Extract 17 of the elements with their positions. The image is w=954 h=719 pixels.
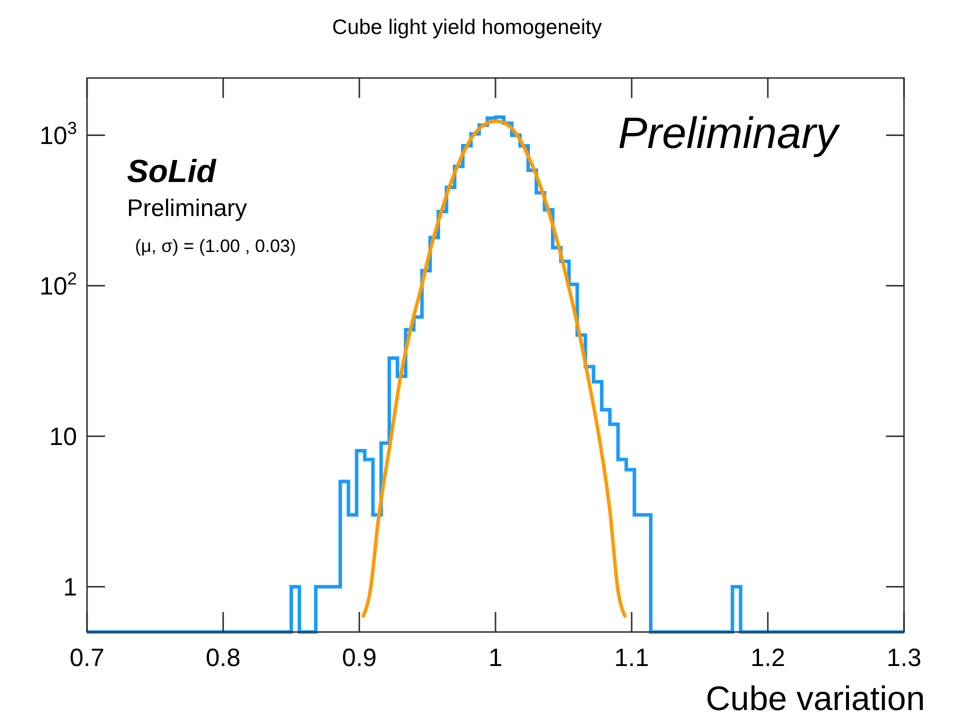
x-tick-label: 0.8: [206, 644, 241, 672]
x-tick-label: 1.3: [886, 644, 922, 672]
y-tick-label: 10$^{2}$: [39, 268, 77, 300]
annotation: Preliminary: [618, 109, 841, 158]
y-tick-label: 1: [63, 573, 77, 602]
y-tick-label: 10: [49, 422, 77, 451]
x-tick-label: 0.7: [70, 644, 104, 672]
x-tick-label: 1.1: [614, 644, 650, 672]
y-tick-label: 10$^{3}$: [39, 118, 77, 150]
chart-title: Cube light yield homogeneity: [332, 16, 602, 39]
annotation: Preliminary: [127, 195, 248, 222]
x-tick-label: 0.9: [342, 644, 377, 672]
annotation: (μ, σ) = (1.00 , 0.03): [135, 236, 296, 256]
x-tick-label: 1: [488, 644, 502, 672]
annotation: SoLid: [127, 153, 218, 189]
x-axis-title: Cube variation: [706, 680, 925, 718]
x-tick-label: 1.2: [750, 644, 786, 672]
